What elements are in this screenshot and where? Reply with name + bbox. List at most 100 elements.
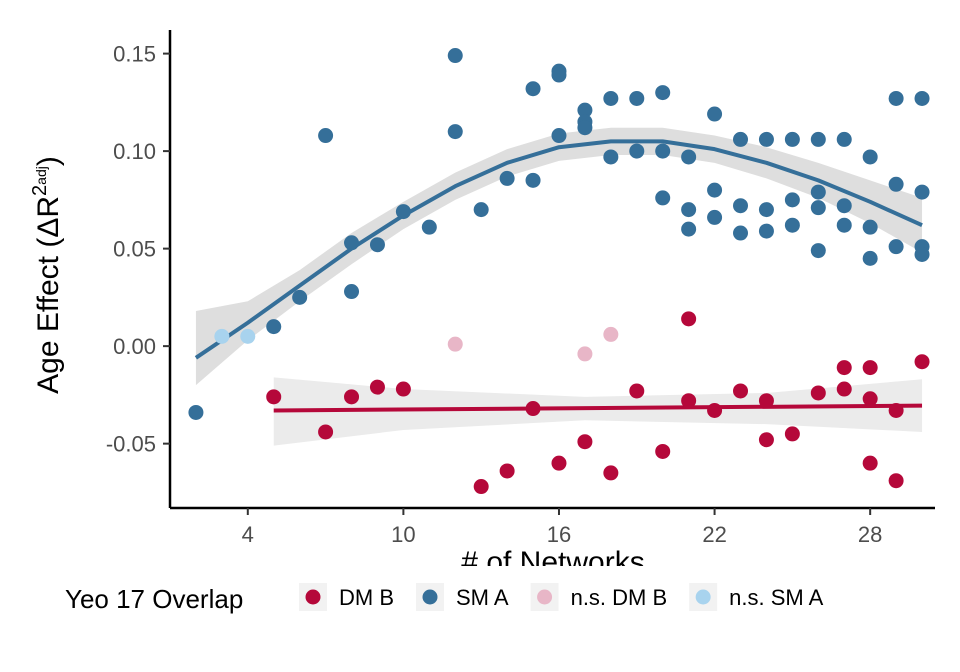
data-point-n-s-sm-a bbox=[214, 328, 230, 344]
y-axis-title-main: Age Effect ( bbox=[32, 238, 65, 394]
y-axis-title-sup-sub: adj bbox=[33, 166, 49, 185]
data-point-sm-a bbox=[525, 172, 541, 188]
data-point-dm-b bbox=[707, 402, 723, 418]
data-point-dm-b bbox=[551, 455, 567, 471]
y-tick-label: 0.00 bbox=[113, 334, 156, 359]
data-point-sm-a bbox=[577, 102, 593, 118]
data-point-sm-a bbox=[551, 128, 567, 144]
data-point-sm-a bbox=[733, 131, 749, 147]
data-point-dm-b bbox=[577, 434, 593, 450]
data-point-sm-a bbox=[888, 239, 904, 255]
y-axis-title-sup-num: 2 bbox=[29, 185, 51, 196]
data-point-sm-a bbox=[784, 217, 800, 233]
data-point-dm-b bbox=[603, 465, 619, 481]
data-point-sm-a bbox=[914, 184, 930, 200]
ticks: -0.05 0.00 0.05 0.10 0.15 4 10 16 22 28 bbox=[106, 42, 883, 547]
y-tick-label: 0.10 bbox=[113, 139, 156, 164]
y-tick-label: 0.05 bbox=[113, 237, 156, 262]
data-point-sm-a bbox=[344, 284, 360, 300]
y-tick-label: -0.05 bbox=[106, 432, 156, 457]
data-point-sm-a bbox=[836, 217, 852, 233]
data-point-n-s-dm-b bbox=[577, 346, 593, 362]
data-point-dm-b bbox=[836, 381, 852, 397]
x-tick-label: 16 bbox=[547, 522, 571, 547]
data-point-sm-a bbox=[421, 219, 437, 235]
data-point-dm-b bbox=[758, 432, 774, 448]
data-point-sm-a bbox=[603, 149, 619, 165]
confidence-band-dm-b bbox=[273, 377, 923, 446]
legend-marker-n-s-dm-b bbox=[537, 589, 553, 605]
data-point-sm-a bbox=[603, 90, 619, 106]
data-point-dm-b bbox=[525, 401, 541, 417]
data-point-sm-a bbox=[784, 192, 800, 208]
data-point-sm-a bbox=[681, 149, 697, 165]
data-point-sm-a bbox=[862, 250, 878, 266]
data-point-dm-b bbox=[888, 402, 904, 418]
data-point-sm-a bbox=[318, 128, 334, 144]
legend-label-sm-a: SM A bbox=[456, 585, 509, 610]
y-axis-title-close: ) bbox=[32, 156, 65, 166]
data-point-dm-b bbox=[836, 360, 852, 376]
data-point-sm-a bbox=[888, 90, 904, 106]
data-point-sm-a bbox=[810, 184, 826, 200]
data-point-dm-b bbox=[266, 389, 282, 405]
data-point-sm-a bbox=[292, 289, 308, 305]
data-point-sm-a bbox=[707, 209, 723, 225]
data-point-sm-a bbox=[655, 190, 671, 206]
y-tick-label: 0.15 bbox=[113, 42, 156, 67]
data-point-dm-b bbox=[395, 381, 411, 397]
data-point-sm-a bbox=[733, 198, 749, 214]
x-tick-label: 4 bbox=[242, 522, 254, 547]
data-point-sm-a bbox=[733, 225, 749, 241]
y-axis-title-r: R bbox=[32, 196, 65, 218]
data-point-sm-a bbox=[188, 404, 204, 420]
data-point-dm-b bbox=[499, 463, 515, 479]
data-point-sm-a bbox=[681, 221, 697, 237]
legend-label-n-s-sm-a: n.s. SM A bbox=[729, 585, 823, 610]
x-tick-label: 28 bbox=[858, 522, 882, 547]
y-axis-title: Age Effect (ΔR2adj) bbox=[29, 156, 65, 394]
fit-lines bbox=[194, 139, 923, 413]
data-point-dm-b bbox=[914, 354, 930, 370]
data-point-sm-a bbox=[888, 176, 904, 192]
fit-line-dm-b bbox=[273, 403, 923, 413]
data-point-dm-b bbox=[344, 389, 360, 405]
data-point-sm-a bbox=[707, 106, 723, 122]
data-point-dm-b bbox=[862, 391, 878, 407]
data-point-sm-a bbox=[499, 170, 515, 186]
data-point-dm-b bbox=[681, 311, 697, 327]
data-point-dm-b bbox=[810, 385, 826, 401]
data-point-dm-b bbox=[473, 479, 489, 495]
legend-label-dm-b: DM B bbox=[339, 585, 394, 610]
data-point-dm-b bbox=[862, 455, 878, 471]
data-point-dm-b bbox=[681, 393, 697, 409]
data-point-sm-a bbox=[914, 90, 930, 106]
data-point-dm-b bbox=[733, 383, 749, 399]
data-point-sm-a bbox=[810, 243, 826, 259]
data-point-sm-a bbox=[447, 124, 463, 140]
data-point-sm-a bbox=[862, 219, 878, 235]
data-point-sm-a bbox=[758, 223, 774, 239]
data-point-sm-a bbox=[525, 81, 541, 97]
legend-marker-dm-b bbox=[305, 589, 321, 605]
data-point-n-s-sm-a bbox=[240, 328, 256, 344]
x-tick-label: 22 bbox=[702, 522, 726, 547]
data-point-dm-b bbox=[758, 393, 774, 409]
axes bbox=[168, 30, 935, 510]
legend-marker-n-s-sm-a bbox=[695, 589, 711, 605]
data-point-dm-b bbox=[629, 383, 645, 399]
x-tick-label: 10 bbox=[391, 522, 415, 547]
legend: Yeo 17 Overlap DM B SM A n.s. DM B n.s. SM … bbox=[65, 583, 824, 614]
legend-title: Yeo 17 Overlap bbox=[65, 584, 243, 614]
data-point-dm-b bbox=[369, 379, 385, 395]
data-point-sm-a bbox=[629, 90, 645, 106]
data-point-sm-a bbox=[784, 131, 800, 147]
data-point-sm-a bbox=[629, 143, 645, 159]
data-point-sm-a bbox=[758, 202, 774, 218]
confidence-band-sm-a bbox=[195, 127, 923, 386]
data-point-sm-a bbox=[447, 48, 463, 64]
data-point-sm-a bbox=[836, 198, 852, 214]
data-point-sm-a bbox=[655, 85, 671, 101]
data-point-sm-a bbox=[836, 131, 852, 147]
